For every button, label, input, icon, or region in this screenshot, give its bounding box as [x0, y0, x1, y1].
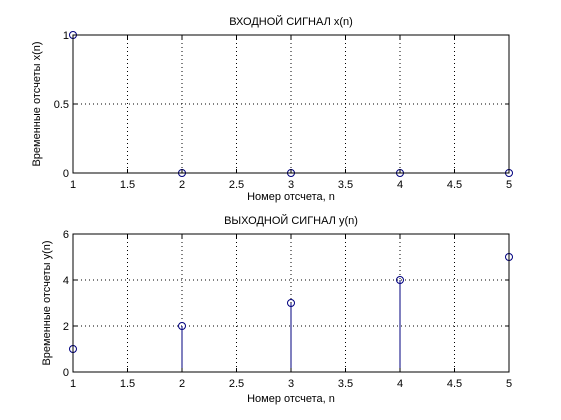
x-tick-label: 1 [70, 378, 76, 390]
x-tick-label: 4 [397, 378, 403, 390]
grid-lines [73, 35, 509, 173]
y-axis-label: Временные отсчеты x(n) [31, 41, 43, 166]
x-tick-label: 3 [288, 378, 294, 390]
x-axis-label: Номер отсчета, n [247, 191, 335, 203]
y-tick-label: 4 [63, 275, 69, 287]
x-tick-label: 2.5 [229, 378, 244, 390]
x-tick-label: 2 [179, 179, 185, 191]
x-axis-label: Номер отсчета, n [247, 393, 335, 405]
x-tick-label: 4.5 [447, 378, 462, 390]
stem-marker [287, 299, 295, 307]
x-tick-label: 1.5 [120, 179, 135, 191]
x-tick-label: 3.5 [338, 179, 353, 191]
chart-title: ВХОДНОЙ СИГНАЛ x(n) [229, 15, 353, 28]
x-tick-label: 3 [288, 179, 294, 191]
y-tick-label: 0 [63, 168, 69, 180]
y-axis-label: Временные отсчеты y(n) [41, 240, 53, 365]
y-tick-label: 6 [63, 229, 69, 241]
x-tick-label: 1 [70, 179, 76, 191]
axis-ticks: 1 1.5 2 2.5 3 3.5 4 4.5 5 0 2 4 6 [63, 229, 512, 390]
y-tick-label: 1 [63, 30, 69, 42]
x-tick-label: 2 [179, 378, 185, 390]
stem-marker [178, 322, 186, 330]
x-tick-label: 2.5 [229, 179, 244, 191]
y-tick-label: 0.5 [54, 99, 69, 111]
subplot-output-signal: 1 1.5 2 2.5 3 3.5 4 4.5 5 0 2 4 6 ВЫХОДНОЙ СИГНАЛ y(… [41, 214, 513, 405]
subplot-input-signal: 1 1.5 2 2.5 3 3.5 4 4.5 5 0 0.5 1 ВХОДНОЙ СИГНАЛ x(… [31, 15, 513, 203]
y-tick-label: 0 [63, 367, 69, 379]
x-tick-label: 4 [397, 179, 403, 191]
x-tick-label: 5 [506, 179, 512, 191]
y-tick-label: 2 [63, 321, 69, 333]
x-tick-label: 3.5 [338, 378, 353, 390]
chart-title: ВЫХОДНОЙ СИГНАЛ y(n) [224, 214, 358, 227]
x-tick-label: 5 [506, 378, 512, 390]
x-tick-label: 4.5 [447, 179, 462, 191]
stem-marker [396, 276, 404, 284]
x-tick-label: 1.5 [120, 378, 135, 390]
axis-ticks: 1 1.5 2 2.5 3 3.5 4 4.5 5 0 0.5 1 [54, 30, 512, 191]
